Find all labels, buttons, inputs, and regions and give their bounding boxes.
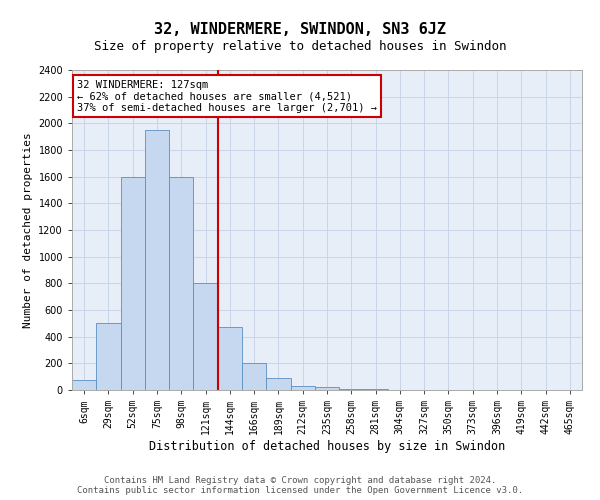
Bar	[218, 326, 242, 390]
Bar	[145, 130, 169, 390]
Bar	[242, 364, 266, 390]
Bar	[266, 378, 290, 390]
Bar	[72, 380, 96, 390]
Bar	[290, 386, 315, 390]
Text: 32, WINDERMERE, SWINDON, SN3 6JZ: 32, WINDERMERE, SWINDON, SN3 6JZ	[154, 22, 446, 38]
Text: 32 WINDERMERE: 127sqm
← 62% of detached houses are smaller (4,521)
37% of semi-d: 32 WINDERMERE: 127sqm ← 62% of detached …	[77, 80, 377, 113]
Bar	[96, 324, 121, 390]
X-axis label: Distribution of detached houses by size in Swindon: Distribution of detached houses by size …	[149, 440, 505, 453]
Text: Contains HM Land Registry data © Crown copyright and database right 2024.: Contains HM Land Registry data © Crown c…	[104, 476, 496, 485]
Bar	[121, 176, 145, 390]
Text: Contains public sector information licensed under the Open Government Licence v3: Contains public sector information licen…	[77, 486, 523, 495]
Text: Size of property relative to detached houses in Swindon: Size of property relative to detached ho…	[94, 40, 506, 53]
Bar	[169, 176, 193, 390]
Bar	[193, 284, 218, 390]
Bar	[315, 388, 339, 390]
Y-axis label: Number of detached properties: Number of detached properties	[23, 132, 32, 328]
